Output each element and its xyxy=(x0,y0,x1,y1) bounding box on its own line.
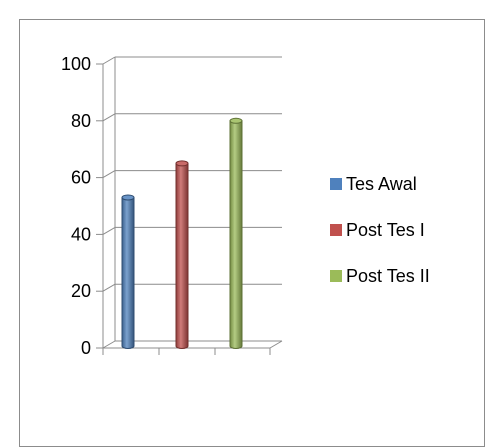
grid-layer xyxy=(102,56,282,349)
bar-top xyxy=(175,160,189,167)
chart-border xyxy=(19,19,485,447)
legend-item: Post Tes II xyxy=(330,266,430,286)
gridline-diagonal xyxy=(102,340,116,349)
bar-tes-awal xyxy=(121,194,135,349)
bar-post-tes-i xyxy=(175,160,189,349)
legend-swatch xyxy=(330,178,342,190)
gridline-diagonal xyxy=(102,283,116,292)
legend-label: Post Tes I xyxy=(346,220,425,240)
y-tick-label: 60 xyxy=(71,168,91,188)
y-tick-label: 40 xyxy=(71,224,91,244)
legend-label: Tes Awal xyxy=(346,174,417,194)
gridline-diagonal xyxy=(102,56,116,65)
y-tick-label: 0 xyxy=(81,338,91,358)
y-tick-label: 20 xyxy=(71,281,91,301)
legend-swatch xyxy=(330,270,342,282)
legend-item: Post Tes I xyxy=(330,220,425,240)
y-tick-label: 100 xyxy=(61,54,91,74)
bar-body xyxy=(121,196,135,349)
legend: Tes Awal Post Tes I Post Tes II xyxy=(330,174,430,286)
bar-layer xyxy=(121,117,243,349)
gridline-diagonal xyxy=(102,113,116,122)
legend-item: Tes Awal xyxy=(330,174,417,194)
gridline-diagonal xyxy=(102,170,116,179)
legend-label: Post Tes II xyxy=(346,266,430,286)
bar-top xyxy=(229,117,243,124)
legend-swatch xyxy=(330,224,342,236)
bar-body xyxy=(175,162,189,349)
bar-post-tes-ii xyxy=(229,117,243,349)
floor-edge xyxy=(269,340,283,349)
y-tick-label: 80 xyxy=(71,111,91,131)
gridline-diagonal xyxy=(102,226,116,235)
bar-body xyxy=(229,120,243,349)
bar-top xyxy=(121,194,135,201)
